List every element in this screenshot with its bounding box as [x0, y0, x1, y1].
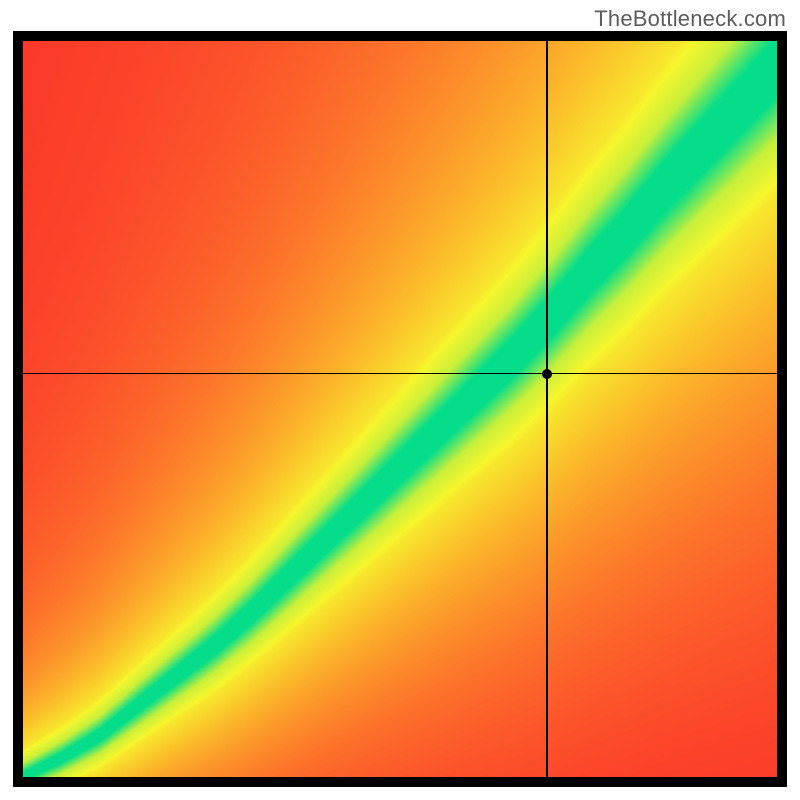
watermark-text: TheBottleneck.com	[594, 6, 786, 32]
plot-frame	[13, 31, 787, 787]
crosshair-horizontal	[23, 373, 777, 375]
chart-container: TheBottleneck.com	[0, 0, 800, 800]
bottleneck-heatmap	[23, 41, 777, 777]
marker-dot	[542, 369, 552, 379]
crosshair-vertical	[546, 41, 548, 777]
